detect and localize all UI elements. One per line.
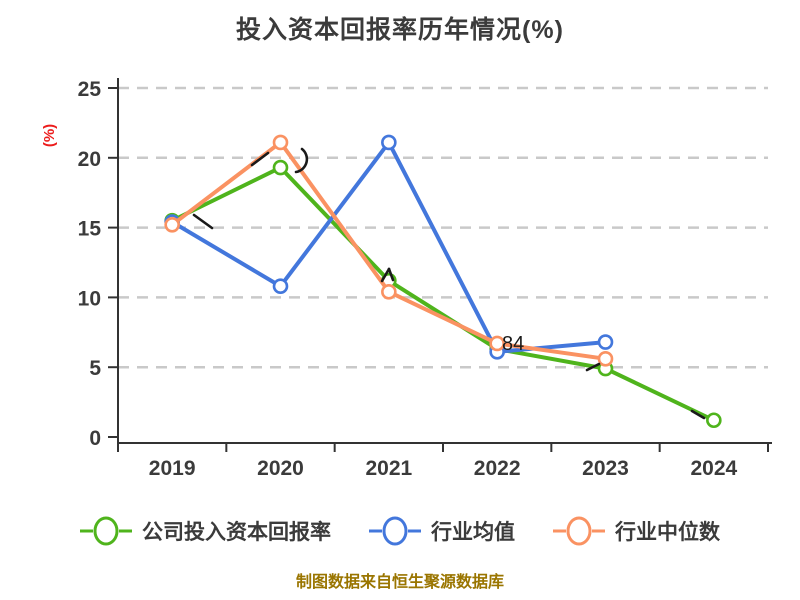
x-tick-label: 2019 xyxy=(149,457,196,480)
data-point-marker xyxy=(597,334,614,350)
chart-title: 投入资本回报率历年情况(%) xyxy=(236,16,564,44)
data-point-marker xyxy=(272,278,289,295)
legend-marker-blue-icon xyxy=(369,516,421,546)
data-point-marker xyxy=(164,217,180,233)
legend: 公司投入资本回报率 行业均值 行业中位数 xyxy=(0,515,800,547)
x-tick-label: 2020 xyxy=(257,457,304,480)
artifact-fragment xyxy=(585,362,601,372)
data-point-marker xyxy=(272,159,289,176)
artifact-fragment xyxy=(380,267,391,283)
y-tick-label: 15 xyxy=(78,218,102,241)
legend-label-industry-median: 行业中位数 xyxy=(615,521,720,544)
data-point-marker xyxy=(381,284,397,300)
y-tick-label: 0 xyxy=(89,427,101,450)
legend-marker-green-icon xyxy=(80,516,132,546)
y-tick-label: 20 xyxy=(78,148,101,171)
data-point-marker xyxy=(272,134,289,151)
artifact-fragment xyxy=(387,267,395,282)
x-tick-label: 2022 xyxy=(474,457,521,480)
series-line xyxy=(170,140,608,361)
legend-item-industry-mean: 行业均值 xyxy=(369,515,515,547)
legend-label-industry-mean: 行业均值 xyxy=(431,521,515,544)
x-tick-label: 2021 xyxy=(365,457,412,480)
y-tick-label: 25 xyxy=(78,78,102,101)
x-tick-label: 2023 xyxy=(582,457,629,480)
y-tick-label: 10 xyxy=(78,287,101,310)
artifact-fragment xyxy=(250,151,270,167)
data-point-marker xyxy=(706,412,722,429)
legend-label-company-roic: 公司投入资本回报率 xyxy=(142,521,331,544)
data-source-caption: 制图数据来自恒生聚源数据库 xyxy=(295,574,504,591)
data-point-marker xyxy=(489,335,505,352)
series-line xyxy=(170,165,716,423)
data-point-marker xyxy=(381,134,397,151)
artifact-fragment xyxy=(294,147,309,174)
data-point-marker xyxy=(597,351,614,367)
artifact-fragment xyxy=(690,409,706,420)
artifact-fragment xyxy=(192,213,214,230)
legend-marker-orange-icon xyxy=(553,516,605,546)
artifact-fragment: 84 xyxy=(502,333,524,355)
legend-item-industry-median: 行业中位数 xyxy=(553,515,720,547)
y-tick-label: 5 xyxy=(89,357,101,380)
legend-item-company-roic: 公司投入资本回报率 xyxy=(80,515,331,547)
x-tick-label: 2024 xyxy=(690,457,737,480)
